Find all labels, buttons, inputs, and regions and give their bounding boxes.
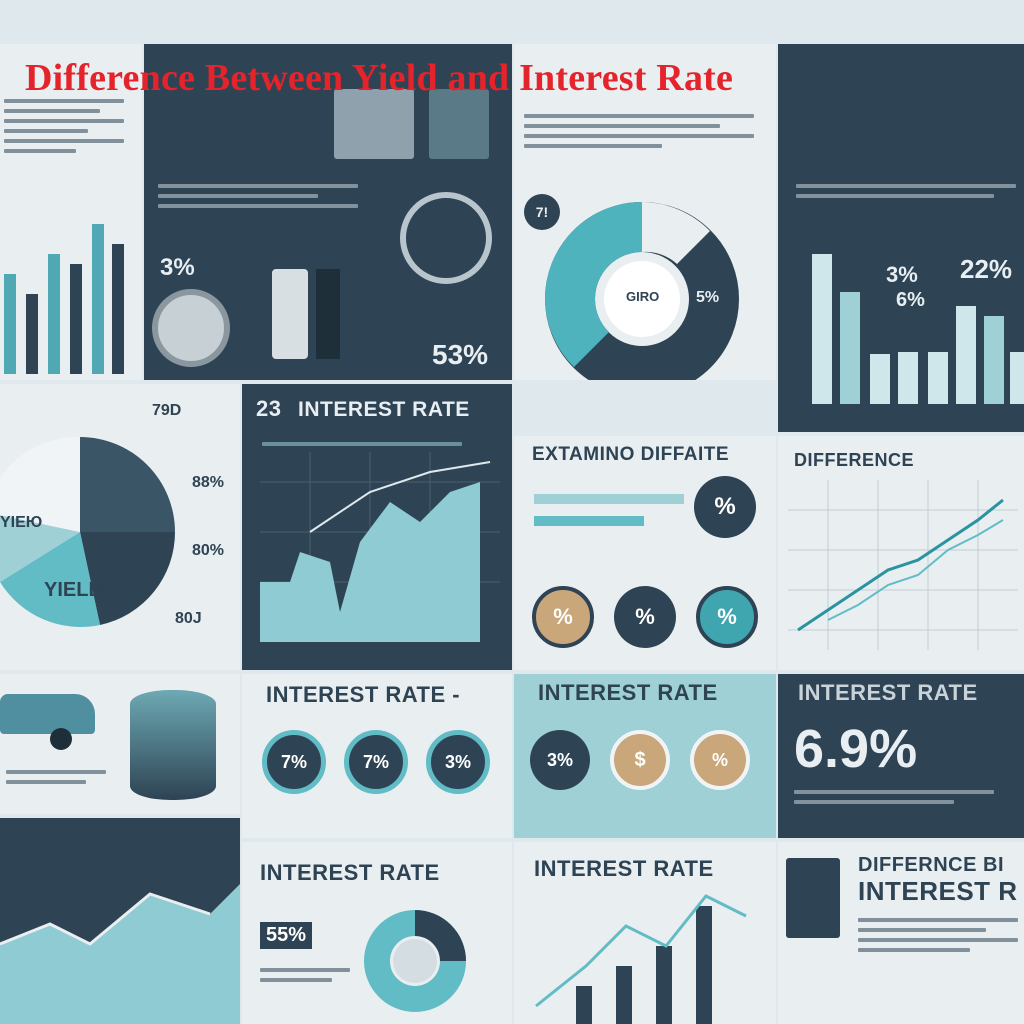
panel-title: INTEREST RATE [260, 860, 440, 885]
stat-value: 53% [432, 339, 489, 370]
panel-title: INTEREST RATE [298, 398, 470, 421]
panel-interest-big: INTEREST RATE 6.9% [778, 674, 1024, 838]
big-stat: 6.9% [794, 719, 918, 779]
badge-icon: 7! [524, 194, 560, 230]
panel-title: INTEREST RATE [798, 680, 978, 705]
percent-circle: 7% [262, 730, 326, 794]
coin-stack-icon [272, 269, 308, 359]
text-lines [4, 99, 124, 159]
percent-circle: 3% [530, 730, 590, 790]
stat-value: 22% [960, 254, 1013, 284]
line-chart [788, 480, 1018, 650]
wheel-icon [50, 728, 72, 750]
text-lines [262, 442, 462, 452]
stat-value: 88% [192, 474, 225, 491]
car-icon [0, 694, 95, 734]
percent-circle: % [696, 586, 758, 648]
panel-donut-top: 7! GIRO 5% [514, 44, 776, 380]
main-title: Difference Between Yield and Interest Ra… [25, 57, 734, 99]
panel-difference-chart: DIFFERENCE [778, 436, 1024, 670]
percent-circle: % [614, 586, 676, 648]
panel-car [0, 674, 240, 814]
text-lines [158, 184, 358, 214]
pie-label-small: YIEЮ [0, 514, 43, 531]
bar-chart-right [812, 254, 1024, 404]
stat-value: 3% [886, 262, 918, 287]
gauge-icon [152, 289, 230, 367]
panel-title-line2: INTEREST R [858, 876, 1018, 906]
percent-circle: % [690, 730, 750, 790]
panel-yield-pie: YIEЮ YIELD 79D 88% 80% 80J [0, 384, 240, 670]
panel-right-top: 3% 22% 6% [778, 44, 1024, 432]
panel-extamino: EXTAMINO DIFFAITE % % % % [514, 436, 776, 670]
stat-value: 3% [160, 254, 195, 281]
percent-circle: 3% [426, 730, 490, 794]
panel-title: EXTAMINO DIFFAITE [532, 444, 730, 465]
panel-stats-top: 3% 53% [144, 44, 512, 380]
pie-chart-yield [0, 436, 176, 627]
percent-circle: 7% [344, 730, 408, 794]
panel-interest-bottom2: INTEREST RATE [514, 842, 776, 1024]
panel-title: INTEREST RATE [538, 680, 718, 705]
donut-chart-bottom [364, 910, 466, 1012]
panel-interest-bottom: INTEREST RATE 55% [242, 842, 512, 1024]
percent-circle: % [694, 476, 756, 538]
percent-circle: % [532, 586, 594, 648]
panel-title: INTEREST RATE - [266, 682, 461, 707]
panel-title: DIFFERENCE [794, 450, 915, 470]
panel-bars-left [0, 44, 142, 380]
calculator-icon [786, 858, 840, 938]
stat-value: 6% [896, 289, 925, 311]
progress-bar [534, 494, 684, 504]
donut-value: 5% [696, 289, 720, 306]
bar-chart-mini [4, 224, 124, 374]
text-lines [858, 918, 1018, 958]
donut-chart [545, 202, 739, 380]
image-placeholder [334, 89, 414, 159]
area-chart [260, 452, 500, 642]
pie-label-big: YIELD [44, 579, 103, 601]
stat-value: 80% [192, 542, 225, 559]
bar-line-chart [535, 894, 747, 1024]
panel-prefix: 23 [256, 396, 282, 421]
coin-stack-icon [316, 269, 340, 359]
text-lines [524, 114, 754, 154]
text-lines [796, 184, 1016, 204]
panel-interest-teal: INTEREST RATE 3% $ % [514, 674, 776, 838]
coin-stack-icon [130, 690, 216, 800]
image-placeholder [429, 89, 489, 159]
panel-area-bottom [0, 818, 240, 1024]
panel-title-line1: DIFFERNCE BI [858, 854, 1004, 876]
area-chart-bottom [0, 884, 240, 1024]
dollar-circle: $ [610, 730, 670, 790]
text-lines [6, 770, 106, 790]
panel-diff-bottom: DIFFERNCE BI INTEREST R [778, 842, 1024, 1024]
panel-interest-circles: INTEREST RATE - 7% 7% 3% [242, 674, 512, 838]
panel-title: INTEREST RATE [534, 856, 714, 881]
stat-value: 79D [152, 402, 182, 419]
progress-bar [534, 516, 644, 526]
text-lines [794, 790, 994, 810]
clock-icon [400, 192, 492, 284]
stat-value: 80J [175, 610, 202, 627]
stat-badge: 55% [260, 922, 313, 949]
panel-interest-chart: 23 INTEREST RATE [242, 384, 512, 670]
text-lines [260, 968, 350, 988]
donut-center-label: GIRO [626, 289, 660, 304]
